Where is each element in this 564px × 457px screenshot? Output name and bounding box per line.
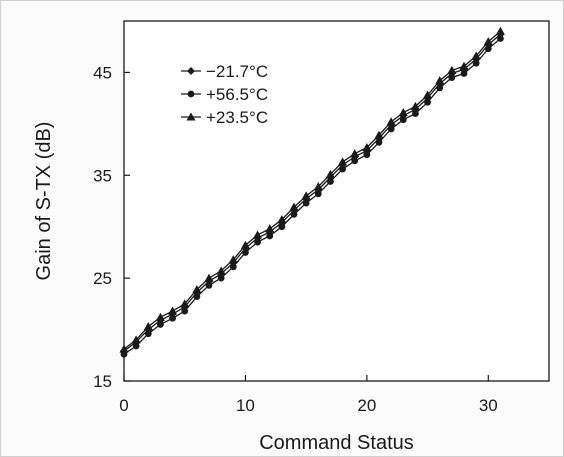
data-point (351, 157, 359, 165)
data-point (155, 312, 165, 321)
data-point (266, 232, 274, 240)
data-point (471, 51, 481, 60)
y-tick-label: 35 (93, 166, 112, 185)
data-point (436, 84, 444, 92)
data-point (447, 65, 457, 74)
data-point (412, 110, 419, 117)
legend-entry: +23.5°C (181, 108, 268, 127)
data-point (187, 90, 195, 98)
data-point (374, 130, 384, 139)
data-point (289, 202, 299, 211)
data-point (132, 342, 140, 350)
y-tick-label: 45 (93, 63, 112, 82)
data-point (448, 74, 456, 81)
data-point (472, 59, 480, 67)
data-point (459, 61, 469, 70)
data-point (278, 223, 286, 231)
data-point (314, 190, 322, 198)
data-point (423, 90, 433, 99)
data-point (204, 273, 214, 282)
data-point (144, 330, 152, 338)
x-tick-label: 10 (236, 396, 255, 415)
plot-border (123, 20, 550, 382)
data-point (131, 335, 141, 344)
data-point (339, 165, 346, 173)
data-point (435, 76, 445, 85)
data-point (313, 182, 323, 191)
series-layer (119, 26, 505, 358)
data-point (327, 178, 334, 185)
data-point (290, 210, 298, 218)
data-point (240, 240, 250, 249)
data-point (410, 101, 420, 110)
data-point (302, 199, 310, 207)
data-point (192, 284, 202, 293)
legend: −21.7°C +56.5°C +23.5°C (181, 62, 268, 127)
ticks-layer: 0 10 20 30 15 25 35 45 (93, 63, 498, 415)
legend-label: +23.5°C (206, 108, 268, 127)
data-point (216, 266, 226, 275)
data-point (217, 274, 225, 282)
y-tick-label: 25 (93, 269, 112, 288)
data-point (460, 70, 468, 77)
y-tick-label: 15 (93, 372, 112, 391)
legend-marker (187, 90, 195, 98)
x-tick-label: 0 (119, 396, 128, 415)
data-point (350, 149, 360, 158)
data-point (398, 108, 408, 117)
x-tick-label: 20 (357, 396, 376, 415)
data-point (399, 116, 407, 124)
data-point (363, 151, 371, 159)
data-point (242, 249, 249, 256)
data-point (229, 263, 237, 271)
data-point (254, 238, 261, 246)
x-tick-label: 30 (479, 396, 498, 415)
data-point (187, 67, 195, 75)
data-point (193, 293, 201, 301)
data-point (205, 281, 213, 289)
data-point (181, 307, 189, 315)
data-point (497, 35, 504, 42)
data-point (119, 344, 129, 353)
data-point (484, 45, 492, 53)
data-point (325, 169, 335, 178)
data-point (186, 112, 196, 121)
data-point (375, 138, 383, 146)
data-point (301, 191, 311, 200)
legend-entry: −21.7°C (181, 62, 268, 81)
data-point (277, 215, 287, 224)
data-point (180, 299, 190, 308)
y-axis-title: Gain of S-TX (dB) (33, 122, 55, 281)
data-point (253, 230, 263, 239)
data-point (495, 26, 505, 35)
legend-label: +56.5°C (206, 85, 268, 104)
data-point (157, 321, 164, 328)
legend-marker (187, 67, 195, 75)
legend-label: −21.7°C (206, 62, 268, 81)
legend-entry: +56.5°C (181, 85, 268, 104)
data-point (424, 98, 431, 106)
data-point (169, 314, 176, 322)
data-point (387, 125, 395, 133)
data-point (483, 37, 493, 46)
data-point (338, 157, 348, 166)
data-point (228, 255, 238, 264)
data-point (386, 117, 396, 126)
data-point (143, 321, 153, 330)
plot-area (123, 20, 550, 382)
data-point (265, 224, 275, 233)
data-point (362, 143, 372, 152)
data-point (168, 306, 178, 315)
series-2 (119, 26, 505, 353)
series-1 (120, 35, 504, 358)
legend-marker (186, 112, 196, 121)
x-axis-title: Command Status (259, 432, 414, 454)
